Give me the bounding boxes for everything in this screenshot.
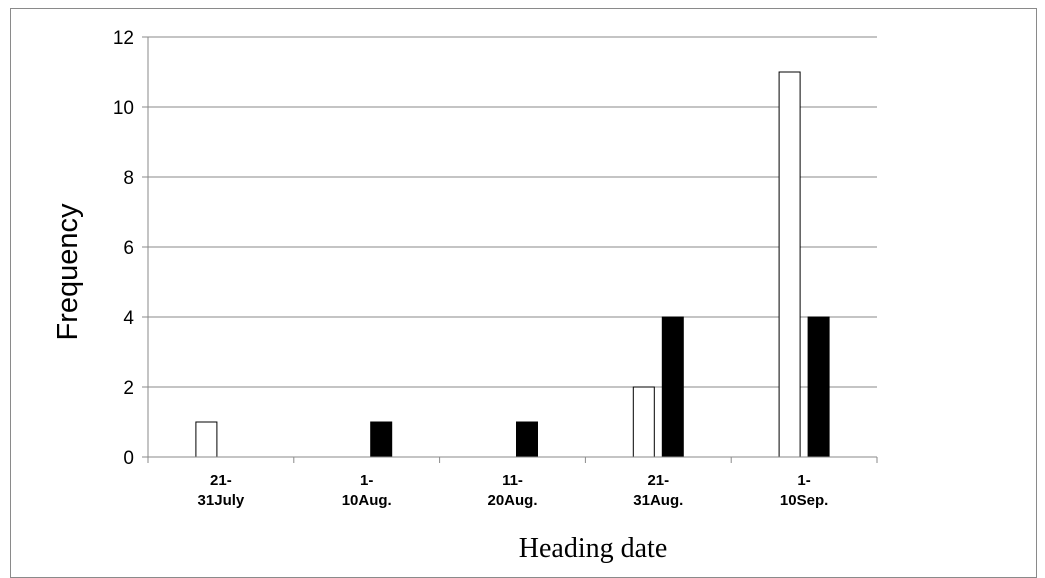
bar-series-2 bbox=[661, 316, 684, 458]
tick-labels: 0 2 4 6 8 10 12 21-31July 1-10Aug. 11-20Aug. 21-31… bbox=[113, 28, 828, 509]
y-axis-label: Frequency bbox=[52, 203, 84, 341]
bar-series-2 bbox=[516, 421, 538, 458]
x-axis-label: Heading date bbox=[519, 533, 668, 564]
bar-chart: 0 2 4 6 8 10 12 21-31July 1-10Aug. 11-20Aug. 21-31… bbox=[52, 28, 878, 564]
bars bbox=[195, 71, 830, 458]
bar-series-1 bbox=[632, 386, 655, 458]
bar-series-1 bbox=[778, 71, 801, 458]
y-tick-label: 8 bbox=[123, 168, 134, 189]
y-tick-label: 2 bbox=[123, 378, 134, 399]
bar-series-1 bbox=[195, 421, 218, 458]
x-tick-label: 1-10Aug. bbox=[342, 472, 392, 509]
bar-series-2 bbox=[807, 316, 830, 458]
y-tick-label: 12 bbox=[113, 28, 134, 49]
x-tick-label: 11-20Aug. bbox=[487, 472, 537, 509]
y-tick-label: 4 bbox=[123, 308, 134, 329]
chart-frame bbox=[10, 8, 1037, 578]
x-tick-label: 21-31July bbox=[198, 472, 245, 509]
x-tick-label: 21-31Aug. bbox=[633, 472, 683, 509]
y-tick-label: 6 bbox=[123, 238, 134, 259]
x-tick-label: 1-10Sep. bbox=[780, 472, 828, 509]
y-tick-label: 0 bbox=[123, 448, 134, 469]
gridlines bbox=[148, 36, 877, 388]
y-tick-label: 10 bbox=[113, 98, 134, 119]
bar-series-2 bbox=[370, 421, 393, 458]
axes bbox=[142, 36, 878, 463]
